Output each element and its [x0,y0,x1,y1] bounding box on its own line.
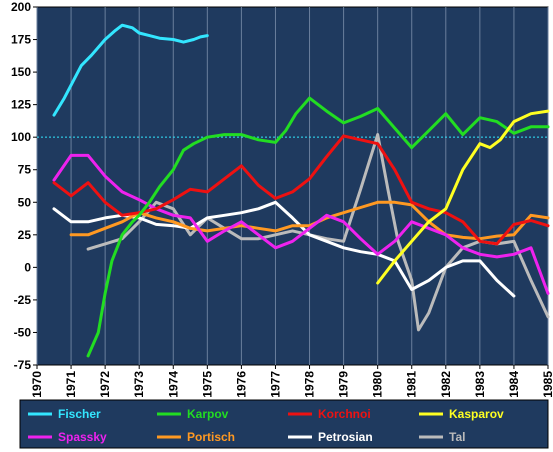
x-tick-label: 1977 [268,371,282,398]
y-tick-label: -50 [14,325,32,339]
y-tick-label: -75 [14,358,32,372]
legend-label-korchnoi: Korchnoi [318,407,371,421]
legend-label-spassky: Spassky [58,430,107,444]
series-line-portisch [69,200,550,241]
grid-lines [36,7,549,365]
legend-label-kasparov: Kasparov [449,407,504,421]
series-lines [52,23,550,358]
y-tick-label: 200 [11,0,31,14]
y-tick-label: 175 [11,33,31,47]
y-tick-label: -25 [14,293,32,307]
plot-background [36,6,549,366]
y-tick-label: 0 [24,260,31,274]
x-tick-label: 1984 [507,371,521,398]
series-line-fischer [52,23,209,117]
x-axis: 1970 1971 1972 1973 1974 1975 1976 1977 1978 1979… [30,365,553,398]
y-tick-label: 50 [18,195,32,209]
legend-label-fischer: Fischer [58,407,101,421]
legend-label-karpov: Karpov [187,407,229,421]
legend-entries: Fischer Karpov Korchnoi Kasparov Spassky Port… [28,407,504,444]
x-tick-label: 1983 [473,371,487,398]
y-tick-label: 125 [11,98,31,112]
x-tick-label: 1971 [64,371,78,398]
y-axis: 200 175 150 125 100 75 50 25 0 -25 -50 -75 [11,0,37,372]
series-line-spassky [52,153,550,295]
series-line-karpov [86,96,550,358]
x-tick-label: 1978 [303,371,317,398]
y-tick-label: 100 [11,130,31,144]
x-tick-label: 1979 [337,371,351,398]
legend-label-tal: Tal [449,430,465,444]
series-line-korchnoi [52,134,550,246]
x-tick-label: 1972 [98,371,112,398]
x-tick-label: 1975 [200,371,214,398]
y-tick-label: 75 [18,163,32,177]
legend-label-portisch: Portisch [187,430,235,444]
x-tick-label: 1982 [439,371,453,398]
x-tick-label: 1974 [166,371,180,398]
x-tick-label: 1970 [30,371,44,398]
x-tick-label: 1976 [234,371,248,398]
series-line-tal [86,133,550,332]
series-line-kasparov [376,109,550,285]
y-tick-label: 25 [18,228,32,242]
x-tick-label: 1980 [371,371,385,398]
x-tick-label: 1985 [541,371,553,398]
y-tick-label: 150 [11,65,31,79]
legend-label-petrosian: Petrosian [318,430,373,444]
x-tick-label: 1973 [132,371,146,398]
legend [19,399,549,449]
x-tick-label: 1981 [405,371,419,398]
